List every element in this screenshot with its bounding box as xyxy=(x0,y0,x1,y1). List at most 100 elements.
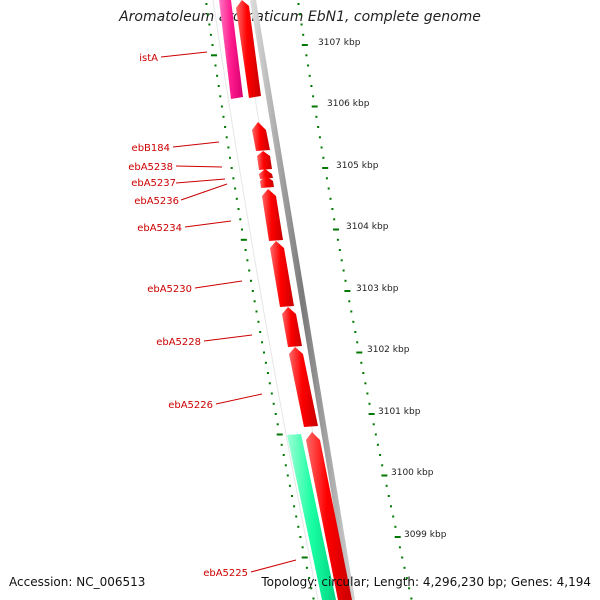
gene-ebA5238-arrow xyxy=(257,151,272,170)
scale-labels: 3107 kbp 3106 kbp 3105 kbp 3104 kbp 3103… xyxy=(318,38,447,540)
scale-label-3103: 3103 kbp xyxy=(356,284,399,294)
inner-track-minor-tick xyxy=(297,525,300,528)
inner-track-minor-tick xyxy=(299,536,302,538)
inner-track-minor-tick xyxy=(272,402,275,405)
inner-track-minor-tick xyxy=(216,74,219,77)
inner-track-minor-tick xyxy=(209,33,212,36)
gene-features xyxy=(219,0,352,600)
inner-track-minor-tick xyxy=(230,167,233,169)
scale-track-minor-tick xyxy=(410,597,413,600)
inner-track-minor-tick xyxy=(259,331,262,333)
scale-track-minor-tick xyxy=(318,136,321,139)
scale-track-minor-tick xyxy=(338,249,341,251)
inner-track-minor-tick xyxy=(257,320,260,323)
scale-label-3104: 3104 kbp xyxy=(346,222,389,232)
inner-track-minor-tick xyxy=(284,464,287,467)
inner-track-minor-tick xyxy=(270,392,273,395)
scale-track-minor-tick xyxy=(300,23,303,26)
gene-label-ebA5238: ebA5238 xyxy=(128,162,173,173)
gene-ebA5226-arrow xyxy=(289,347,318,427)
inner-track-minor-tick xyxy=(310,587,313,590)
inner-track-minor-tick xyxy=(263,351,265,354)
scale-track-minor-tick xyxy=(405,577,408,579)
gene-label-ebA5234: ebA5234 xyxy=(137,223,182,234)
scale-tick-track xyxy=(297,3,413,600)
scale-track-major-tick xyxy=(368,413,375,415)
scale-track-major-tick xyxy=(311,105,318,108)
scale-track-minor-tick xyxy=(360,361,363,364)
inner-track-minor-tick xyxy=(229,156,231,159)
gene-arrow xyxy=(236,0,261,98)
scale-track-minor-tick xyxy=(387,495,390,497)
scale-track-minor-tick xyxy=(352,320,355,323)
genome-backbone xyxy=(250,0,355,600)
scale-track-minor-tick xyxy=(305,54,308,57)
inner-track-minor-tick xyxy=(232,177,235,180)
scale-track-minor-tick xyxy=(331,208,334,210)
scale-track-minor-tick xyxy=(372,423,375,426)
inner-track-minor-tick xyxy=(211,44,214,46)
inner-track-minor-tick xyxy=(248,269,251,272)
inner-track-minor-tick xyxy=(308,577,311,579)
scale-track-minor-tick xyxy=(329,197,332,200)
inner-track-minor-tick xyxy=(239,218,242,221)
inner-track-minor-tick xyxy=(241,228,243,231)
scale-track-minor-tick xyxy=(322,156,325,159)
inner-track-minor-tick xyxy=(312,597,315,600)
inner-track-minor-tick xyxy=(214,64,217,67)
scale-track-major-tick xyxy=(344,290,351,292)
scale-label-3102: 3102 kbp xyxy=(367,345,410,355)
scale-track-minor-tick xyxy=(320,146,323,149)
inner-track-minor-tick xyxy=(220,105,223,108)
scale-track-minor-tick xyxy=(392,515,395,518)
gene-arrow-lower xyxy=(306,432,352,600)
inner-track-minor-tick xyxy=(286,474,289,477)
inner-track-minor-tick xyxy=(274,413,277,415)
scale-label-3101: 3101 kbp xyxy=(378,407,421,417)
scale-track-minor-tick xyxy=(354,331,357,333)
inner-track-minor-tick xyxy=(266,372,269,374)
scale-track-major-tick xyxy=(301,44,308,46)
gene-label-istA: istA xyxy=(139,53,158,64)
gene-label-ebA5226: ebA5226 xyxy=(168,400,213,411)
scale-track-minor-tick xyxy=(340,259,343,262)
scale-track-minor-tick xyxy=(310,85,313,87)
scale-label-3100: 3100 kbp xyxy=(391,468,434,478)
scale-track-minor-tick xyxy=(390,505,392,508)
scale-track-minor-tick xyxy=(342,269,345,272)
inner-track-minor-tick xyxy=(206,13,209,16)
inner-track-minor-tick xyxy=(224,126,227,128)
inner-track-major-tick xyxy=(240,238,247,241)
genome-title: Aromatoleum aromaticum EbN1, complete ge… xyxy=(119,9,481,25)
inner-track-major-tick xyxy=(211,54,217,57)
scale-track-minor-tick xyxy=(297,3,300,5)
inner-track-minor-tick xyxy=(291,495,293,497)
inner-track-minor-tick xyxy=(244,249,247,251)
inner-tick-track xyxy=(205,3,315,600)
scale-track-minor-tick xyxy=(398,546,401,549)
scale-track-minor-tick xyxy=(325,177,328,180)
inner-track-minor-tick xyxy=(276,423,279,426)
scale-track-minor-tick xyxy=(394,525,397,528)
inner-track-minor-tick xyxy=(219,95,222,98)
scale-track-major-tick xyxy=(394,536,401,538)
scale-track-minor-tick xyxy=(403,566,406,569)
scale-label-3099: 3099 kbp xyxy=(404,530,447,540)
scale-track-minor-tick xyxy=(364,382,367,385)
inner-track-minor-tick xyxy=(227,146,230,149)
inner-track-minor-tick xyxy=(282,454,285,456)
gene-label-ebA5230: ebA5230 xyxy=(147,284,192,295)
inner-track-minor-tick xyxy=(293,505,296,508)
inner-track-minor-tick xyxy=(217,85,220,87)
gene-ebA5230-arrow xyxy=(270,241,294,307)
inner-track-minor-tick xyxy=(234,187,237,190)
scale-track-minor-tick xyxy=(344,279,347,282)
scale-track-minor-tick xyxy=(350,310,353,313)
gene-ebA5234-arrow xyxy=(262,189,283,241)
inner-track-minor-tick xyxy=(225,136,228,139)
scale-track-minor-tick xyxy=(356,341,359,344)
scale-track-minor-tick xyxy=(315,115,318,118)
gene-label-ebA5225: ebA5225 xyxy=(203,568,248,579)
inner-track-minor-tick xyxy=(268,382,271,385)
